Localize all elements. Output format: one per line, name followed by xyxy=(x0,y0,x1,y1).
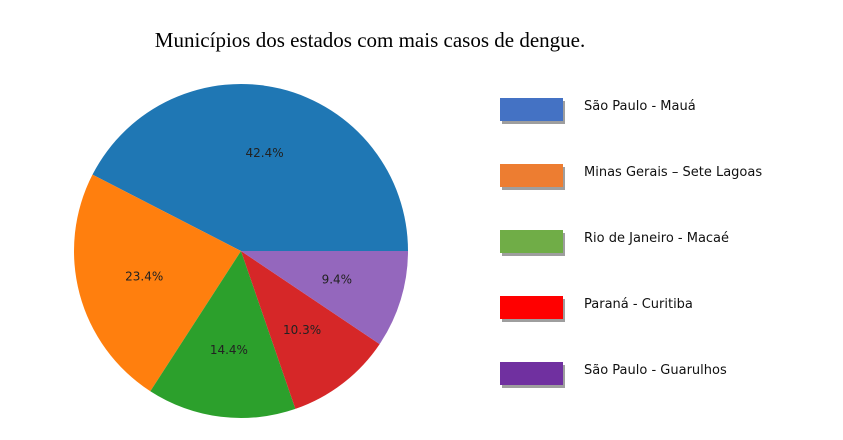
legend-label: Paraná - Curitiba xyxy=(584,297,693,312)
chart-title: Municípios dos estados com mais casos de… xyxy=(154,28,586,52)
pie-labels: 42.4% 23.4% 14.4% 10.3% 9.4% xyxy=(125,146,352,357)
pie-slice xyxy=(73,174,241,392)
legend-swatch xyxy=(500,164,563,187)
legend-item: Rio de Janeiro - Macaé xyxy=(500,228,830,294)
legend-item: Paraná - Curitiba xyxy=(500,294,830,360)
pie-slice xyxy=(92,84,409,251)
legend-item: São Paulo - Mauá xyxy=(500,96,830,162)
slice-percent-label: 42.4% xyxy=(246,146,284,160)
legend-label: São Paulo - Mauá xyxy=(584,99,696,114)
legend: São Paulo - Mauá Minas Gerais – Sete Lag… xyxy=(500,96,830,426)
legend-label: Rio de Janeiro - Macaé xyxy=(584,231,730,246)
slice-percent-label: 14.4% xyxy=(210,343,248,357)
slice-percent-label: 9.4% xyxy=(322,273,353,287)
legend-swatch xyxy=(500,230,563,253)
slice-percent-label: 10.3% xyxy=(283,323,321,337)
pie-slice xyxy=(241,251,380,409)
legend-swatch xyxy=(500,296,563,319)
legend-label: São Paulo - Guarulhos xyxy=(584,363,727,378)
pie-slices xyxy=(73,84,409,419)
legend-swatch xyxy=(500,362,563,385)
slice-percent-label: 23.4% xyxy=(125,269,163,283)
pie-slice xyxy=(150,251,296,419)
legend-label: Minas Gerais – Sete Lagoas xyxy=(584,165,763,180)
pie-slice xyxy=(241,251,408,345)
legend-item: São Paulo - Guarulhos xyxy=(500,360,830,426)
legend-item: Minas Gerais – Sete Lagoas xyxy=(500,162,830,228)
legend-swatch xyxy=(500,98,563,121)
